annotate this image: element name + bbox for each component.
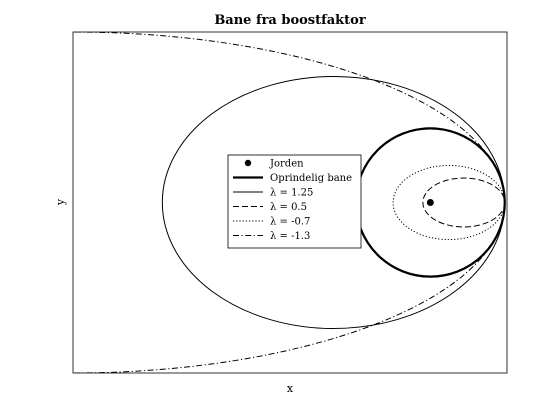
legend-entry: Oprindelig bane: [233, 173, 352, 184]
x-axis-label: x: [287, 382, 294, 395]
legend-label: λ = 0.5: [270, 202, 307, 213]
legend-label: Jorden: [269, 159, 304, 170]
legend-box: [227, 154, 362, 249]
legend-label: λ = -0.7: [270, 217, 310, 228]
orbit-curve-5: [73, 32, 506, 373]
legend-entry: λ = 1.25: [233, 188, 313, 199]
legend-label: λ = -1.3: [270, 231, 310, 242]
legend-label: Oprindelig bane: [270, 173, 352, 184]
legend-label: λ = 1.25: [270, 188, 313, 199]
legend: Jorden Oprindelig bane λ = 1.25 λ = 0.5 λ = …: [227, 154, 362, 249]
earth-marker: [426, 199, 434, 206]
legend-entry: λ = 0.5: [233, 202, 307, 213]
y-axis-label: y: [54, 198, 67, 206]
legend-marker: [244, 159, 252, 167]
chart-title: Bane fra boostfaktor: [214, 13, 366, 28]
legend-entry: λ = -0.7: [233, 217, 310, 228]
legend-entry: Jorden: [244, 159, 304, 170]
legend-entry: λ = -1.3: [233, 231, 310, 242]
